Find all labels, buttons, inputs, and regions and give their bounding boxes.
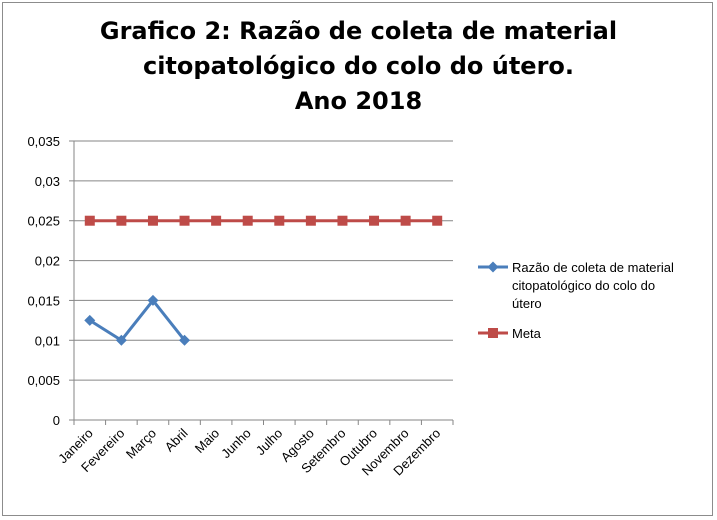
data-point [305, 215, 316, 226]
legend-marker [488, 328, 498, 338]
data-point [242, 215, 253, 226]
data-point [179, 334, 191, 346]
data-point [115, 334, 127, 346]
y-tick-label: 0,035 [27, 134, 60, 149]
y-tick-label: 0,025 [27, 214, 60, 229]
legend-entry-1: Razão de coleta de material citopatológic… [478, 260, 674, 311]
y-tick-label: 0 [53, 413, 60, 428]
data-point [147, 294, 159, 306]
x-tick-label: Junho [218, 426, 254, 462]
legend-entry-2: Meta [478, 326, 542, 341]
series-1 [84, 294, 191, 346]
chart-title: Grafico 2: Razão de coleta de material c… [0, 14, 717, 119]
data-point [337, 215, 348, 226]
legend-label: Meta [512, 326, 542, 341]
x-tick-label: Maio [192, 426, 223, 457]
legend-label: útero [512, 296, 542, 311]
data-point [116, 215, 127, 226]
x-tick-label: Abril [162, 425, 191, 454]
data-point [400, 215, 411, 226]
x-tick-label: Março [123, 426, 159, 462]
y-tick-label: 0,005 [27, 373, 60, 388]
legend-marker [487, 261, 499, 273]
data-point [211, 215, 222, 226]
y-tick-label: 0,015 [27, 293, 60, 308]
data-point [432, 215, 443, 226]
legend-label: citopatológico do colo do [512, 278, 655, 293]
data-point [369, 215, 380, 226]
legend-label: Razão de coleta de material [512, 260, 674, 275]
chart-title-line-3: Ano 2018 [294, 87, 423, 115]
y-tick-label: 0,01 [35, 333, 60, 348]
chart-title-line-2: citopatológico do colo do útero. [142, 52, 575, 80]
data-point [179, 215, 190, 226]
data-point [274, 215, 285, 226]
chart-title-line-1: Grafico 2: Razão de coleta de material [99, 17, 618, 45]
data-point [84, 215, 95, 226]
data-point [147, 215, 158, 226]
series-2 [84, 215, 443, 226]
series-line [88, 298, 186, 343]
data-point [84, 314, 96, 326]
y-tick-label: 0,03 [35, 174, 60, 189]
y-tick-label: 0,02 [35, 254, 60, 269]
